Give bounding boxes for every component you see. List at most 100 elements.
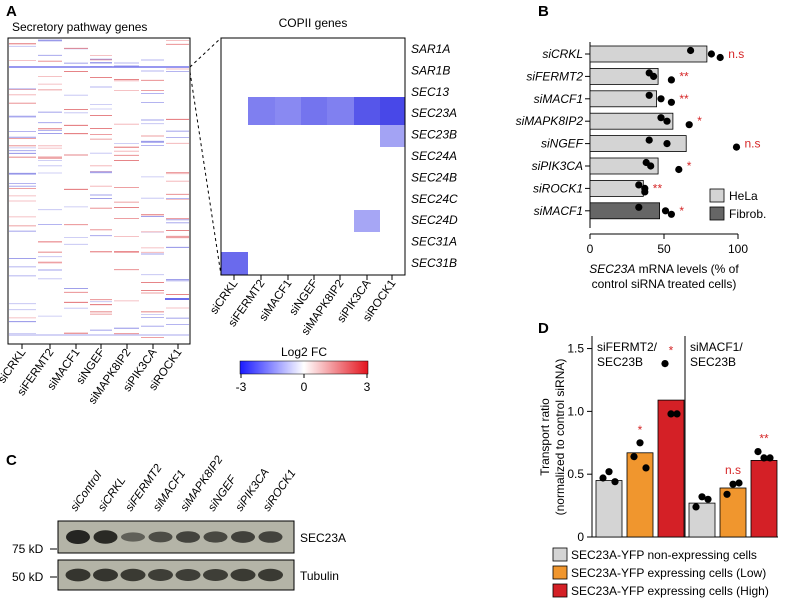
chart-d-point — [642, 464, 650, 472]
chart-d-bar — [595, 480, 623, 538]
chart-d-point — [630, 453, 638, 461]
chart-d-group-label-line1: siFERMT2/ — [597, 340, 658, 354]
copii-cell-sec23a-simapk8ip2 — [327, 97, 354, 125]
chart-b-point — [657, 114, 665, 122]
chart-b-bar — [589, 68, 659, 85]
chart-b-category-label: siMACF1 — [534, 92, 583, 106]
chart-d-group-label-line2: SEC23B — [597, 355, 643, 369]
copii-gene-label: SEC24B — [411, 170, 457, 184]
chart-d-point — [599, 474, 607, 482]
chart-b-point — [645, 136, 653, 144]
chart-b-point — [650, 72, 658, 80]
chart-b-point — [645, 91, 653, 99]
chart-d-significance: * — [669, 344, 674, 358]
colorbar-tick-label-high: 3 — [364, 380, 371, 394]
blot-band-label-sec23a: SEC23A — [300, 531, 346, 545]
chart-d-group-label-line2: SEC23B — [690, 355, 736, 369]
chart-d-point — [692, 503, 700, 511]
chart-d-significance: ** — [759, 432, 769, 446]
chart-d-legend-swatch — [552, 565, 568, 580]
chart-b-significance: * — [687, 159, 692, 173]
chart-d-legend-label: SEC23A-YFP expressing cells (Low) — [571, 566, 766, 580]
blot-band-sec23a — [258, 531, 283, 543]
copii-cell-sec23a-singef — [301, 97, 327, 125]
blot-band-label-tubulin: Tubulin — [300, 569, 339, 583]
colorbar-tick-label-low: -3 — [236, 380, 247, 394]
chart-d-y-tick-label: 0 — [577, 530, 584, 544]
chart-b-x-tick-label: 50 — [657, 242, 671, 256]
chart-b-legend-label: HeLa — [729, 189, 758, 203]
chart-b-point — [687, 46, 695, 55]
chart-d-legend-swatch — [552, 547, 568, 562]
chart-b-bar — [589, 135, 687, 153]
copii-cell-sec23a-simacf1 — [275, 97, 301, 125]
chart-d-point — [766, 454, 774, 462]
copii-gene-label: SEC23A — [411, 106, 457, 120]
chart-b-bar — [589, 157, 659, 175]
chart-b-significance: n.s — [728, 47, 744, 61]
chart-b-point — [635, 203, 643, 211]
secretory-sirna-labels: siCRKLsiFERMT2siMACF1siNGEFsiMAPK8IP2siP… — [0, 344, 184, 407]
blot-band-tubulin — [258, 568, 283, 582]
chart-d-bar — [657, 399, 685, 538]
copii-cell-sec31b-sicrkl — [221, 252, 248, 275]
secretory-heatmap-lines — [9, 39, 189, 338]
chart-b-x-label-rest: mRNA levels (% of — [635, 262, 739, 276]
blot-band-sec23a — [231, 531, 255, 543]
blot-band-sec23a — [121, 532, 145, 542]
blot-band-sec23a — [148, 531, 173, 543]
chart-d-point — [673, 410, 681, 418]
copii-cell-sec23a-sicrkl — [221, 97, 248, 125]
copii-heatmap — [220, 37, 406, 276]
chart-b-x-label-line2: control siRNA treated cells) — [592, 277, 737, 291]
copii-sirna-labels: siCRKLsiFERMT2siMACF1siNGEFsiMAPK8IP2siP… — [208, 275, 398, 338]
chart-b-point — [716, 53, 724, 62]
copii-gene-labels: SAR1A SAR1B SEC13 SEC23A SEC23B SEC24A SEC24B S… — [411, 42, 458, 270]
copii-heatmap-frame — [220, 37, 406, 276]
chart-d-point — [735, 479, 743, 487]
blot-band-sec23a — [203, 531, 228, 543]
copii-gene-label: SEC31B — [411, 256, 457, 270]
chart-b-category-label: siMAPK8IP2 — [516, 114, 584, 128]
blot-band-tubulin — [93, 568, 118, 582]
chart-d-significance: * — [638, 423, 643, 437]
panel-label-b: B — [538, 3, 549, 20]
chart-b-bar — [589, 202, 660, 220]
chart-b-category-label: siCRKL — [542, 47, 583, 61]
chart-b-category-label: siNGEF — [541, 137, 584, 151]
blot-band-sec23a — [93, 530, 118, 544]
chart-b-point — [732, 143, 741, 151]
chart-b-point — [707, 50, 716, 58]
chart-d-point — [636, 439, 644, 447]
chart-b-category-label: siPIK3CA — [532, 159, 583, 173]
blot-band-tubulin — [120, 568, 146, 582]
chart-d-significance: n.s — [725, 463, 741, 477]
chart-b-point — [635, 181, 643, 189]
chart-b-category-label: siROCK1 — [533, 181, 583, 195]
blot-mw-marker-50: 50 kD — [12, 570, 44, 584]
chart-b-significance: ** — [653, 181, 663, 195]
chart-b-significance: * — [679, 204, 684, 218]
blot-band-tubulin — [65, 568, 91, 582]
chart-b-bar — [589, 90, 657, 108]
chart-d-point — [605, 468, 613, 476]
copii-gene-label: SEC24D — [411, 213, 458, 227]
chart-d-legend-swatch — [552, 583, 568, 598]
copii-cell-sec23a-sifermt2 — [248, 97, 275, 125]
heatmap-left-title: Secretory pathway genes — [12, 20, 147, 34]
copii-cell-sec24d-sipik3ca — [354, 210, 380, 232]
zoom-line-bottom — [189, 71, 222, 276]
chart-d-bar — [750, 459, 778, 538]
chart-b-x-tick-label: 100 — [728, 242, 748, 256]
chart-b-bar — [589, 45, 708, 63]
chart-d-legend-label: SEC23A-YFP non-expressing cells — [571, 548, 757, 562]
copii-gene-label: SEC24A — [411, 149, 457, 163]
chart-b-category-label: siFERMT2 — [526, 69, 583, 83]
chart-d-point — [661, 360, 669, 368]
chart-b-legend-swatch — [709, 188, 725, 203]
blot-band-tubulin — [230, 568, 256, 582]
heatmap-right-title: COPII genes — [279, 16, 348, 30]
chart-d-point — [667, 410, 675, 418]
